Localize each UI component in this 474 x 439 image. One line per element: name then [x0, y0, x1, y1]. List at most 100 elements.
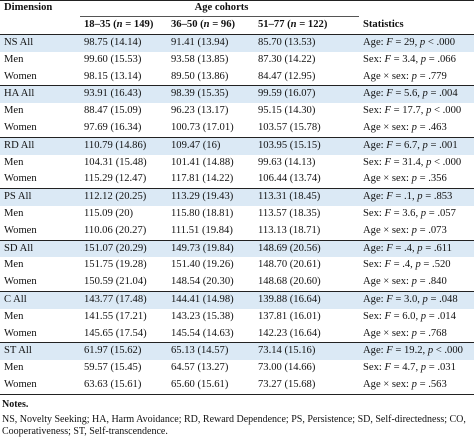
statistic-part: Age: [363, 345, 387, 357]
statistics-value: Sex: F = 6.0, p = .014 [359, 309, 474, 326]
row-label: Women [0, 171, 80, 190]
cohort-1-value: 150.59 (21.04) [80, 274, 167, 292]
statistics-value: Age: F = 6.7, p = .001 [359, 137, 474, 155]
cohort-3-value: 148.70 (20.61) [258, 259, 321, 271]
cohort-2-value: 151.40 (19.26) [171, 259, 234, 271]
table-notes: Notes. NS, Novelty Seeking; HA, Harm Avo… [0, 395, 474, 439]
statistics-value: Age × sex: p = .356 [359, 171, 474, 190]
cohort-1-value: 143.77 (17.48) [80, 291, 167, 309]
row-label: C All [0, 291, 80, 309]
row-label: SD All [0, 240, 80, 258]
table-row: PS All 112.12 (20.25) 113.29 (19.43) 113.31… [0, 188, 474, 206]
table-row: Women 150.59 (21.04) 148.54 (20.30) 148.68 … [0, 274, 474, 292]
statistic-part: p [417, 191, 423, 203]
table-row: SD All 151.07 (20.29) 149.73 (19.84) 148.69… [0, 240, 474, 258]
cohort-1-value: 115.29 (12.47) [80, 171, 167, 190]
statistic-part: Age × sex: [363, 276, 412, 288]
statistic-part: Age: [363, 88, 387, 100]
cohort-1-value: 115.09 (20) [84, 208, 134, 220]
statistic-part: Age × sex: [363, 122, 412, 134]
statistic-part: = .779 [416, 70, 447, 82]
cohort-3-value: 148.68 (20.60) [254, 274, 359, 292]
statistics-value: Sex: F = 3.4, p = .066 [359, 52, 474, 69]
table-header: Dimension Age cohorts 18–35 (n = 149) 36… [0, 0, 474, 35]
statistic-part: < .000 [425, 37, 456, 49]
header-row-2: 18–35 (n = 149) 36–50 (n = 96) 51–77 (n … [0, 16, 474, 35]
statistic-part: = 6.7, [392, 139, 423, 151]
dimension-header: Dimension [4, 2, 53, 14]
statistic-part: p [422, 139, 428, 151]
cohort-2-value: 117.81 (14.22) [167, 171, 254, 190]
cohort-3-value: 103.57 (15.78) [254, 119, 359, 138]
cohort-3-value: 103.95 (15.15) [254, 137, 359, 155]
statistic-part: Age × sex: [363, 379, 412, 391]
cohort-1-header: 18–35 (n = 149) [80, 16, 167, 35]
statistic-part: Age: [363, 191, 387, 203]
statistics-value: Age: F = .1, p = .853 [359, 188, 474, 206]
cohort-2-value: 144.41 (14.98) [167, 291, 254, 309]
cohort-1-value: 61.97 (15.62) [80, 342, 167, 361]
statistic-part: F [384, 310, 391, 322]
cohort-2-value: 111.51 (19.84) [167, 222, 254, 241]
cohort-1-value: 151.07 (20.29) [80, 240, 167, 258]
statistic-part: Sex: [363, 156, 385, 168]
statistic-part: = 3.0, [392, 294, 423, 306]
header-row-1: Dimension Age cohorts [0, 0, 474, 17]
statistic-part: < .000 [431, 105, 462, 117]
cohort-2-header: 36–50 (n = 96) [167, 16, 254, 35]
statistics-value: Sex: F = 4.7, p = .031 [359, 360, 474, 377]
statistics-value: Age × sex: p = .840 [359, 274, 474, 292]
table-row: NS All 98.75 (14.14) 91.41 (13.94) 85.70 (1… [0, 34, 474, 52]
cohort-1-value: 59.57 (15.45) [84, 362, 142, 374]
statistics-value: Age: F = 19.2, p < .000 [359, 342, 474, 361]
statistic-part: = .4, [392, 242, 418, 254]
statistic-part: = 6.0, [390, 310, 421, 322]
cohort-2-value: 89.50 (13.86) [167, 68, 254, 87]
cohort-3-value: 139.88 (16.64) [254, 291, 359, 309]
statistics-value: Sex: F = 3.6, p = .057 [359, 206, 474, 223]
notes-title: Notes. [2, 398, 29, 410]
statistic-part: p [420, 310, 427, 322]
statistic-part: = 31.4, [390, 156, 427, 168]
statistic-part: Age: [363, 294, 387, 306]
statistic-part: = .463 [416, 122, 447, 134]
temperament-character-table: Dimension Age cohorts 18–35 (n = 149) 36… [0, 0, 474, 395]
cohort-3-value: 73.14 (15.16) [254, 342, 359, 361]
statistics-header-spacer [359, 1, 474, 17]
cohort-1-value: 145.65 (17.54) [80, 325, 167, 344]
statistics-value: Sex: F = 17.7, p < .000 [359, 103, 474, 120]
statistic-part: = 17.7, [390, 105, 427, 117]
statistic-part: F [384, 53, 391, 65]
statistic-part: Age: [363, 242, 387, 254]
cohort-3-value: 73.00 (14.66) [258, 362, 316, 374]
row-label: Men [4, 362, 24, 374]
row-label: Women [0, 68, 80, 87]
statistic-part: p [411, 224, 417, 236]
row-label: NS All [0, 34, 80, 52]
cohort-2-value: 65.60 (15.61) [167, 376, 254, 395]
statistics-value: Age × sex: p = .768 [359, 325, 474, 344]
cohort-1-value: 98.15 (13.14) [80, 68, 167, 87]
cohort-2-value: 113.29 (19.43) [167, 188, 254, 206]
statistic-part: F [386, 294, 393, 306]
cohort-1-value: 141.55 (17.21) [84, 310, 147, 322]
statistic-part: = .853 [422, 191, 453, 203]
statistic-part: p [420, 53, 427, 65]
row-label: Men [4, 310, 24, 322]
cohort-3-value: 84.47 (12.95) [254, 68, 359, 87]
cohort-2-value: 115.80 (18.81) [171, 208, 234, 220]
cohort-1-value: 88.47 (15.09) [84, 105, 142, 117]
cohort-2-value: 91.41 (13.94) [167, 34, 254, 52]
cohort-2-value: 64.57 (13.27) [171, 362, 229, 374]
row-label: Men [4, 105, 24, 117]
statistic-part: p [411, 327, 417, 339]
table-row: Women 63.63 (15.61) 65.60 (15.61) 73.27 (15… [0, 376, 474, 395]
statistic-part: Sex: [363, 310, 385, 322]
notes-text: NS, Novelty Seeking; HA, Harm Avoidance;… [2, 413, 466, 438]
statistic-part: Age × sex: [363, 173, 412, 185]
statistic-part: p [417, 242, 423, 254]
statistic-part: = .768 [416, 327, 447, 339]
statistic-part: p [426, 156, 432, 168]
statistic-part: = .057 [426, 208, 456, 220]
